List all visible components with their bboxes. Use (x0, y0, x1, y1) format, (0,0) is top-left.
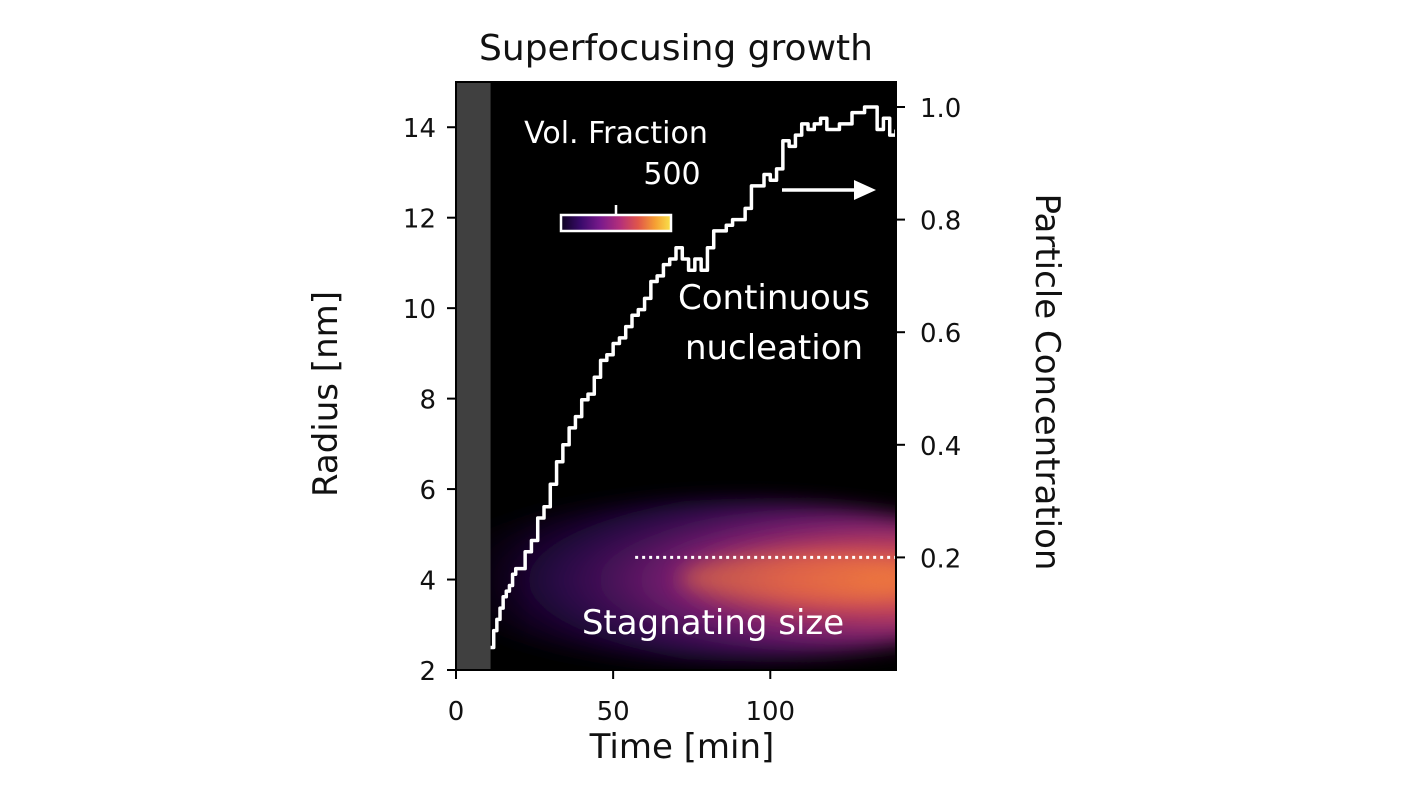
y-axis-right: 0.2 0.4 0.6 0.8 1.0 (896, 94, 961, 574)
concentration-line (490, 105, 898, 650)
y-left-tick-label: 10 (403, 295, 436, 325)
x-tick-label: 100 (745, 697, 795, 727)
y-right-tick-label: 1.0 (920, 94, 961, 124)
y-right-tick-label: 0.2 (920, 544, 961, 574)
chart-title: Superfocusing growth (479, 28, 873, 69)
y-left-tick-label: 8 (419, 386, 436, 416)
no-data-region (456, 82, 491, 670)
y-left-tick-label: 2 (419, 657, 436, 687)
x-tick-label: 50 (597, 697, 630, 727)
annotation-stagnating: Stagnating size (582, 603, 844, 643)
right-arrow (782, 180, 876, 200)
colorbar: Vol. Fraction 500 (524, 116, 708, 233)
y-axis-left: 2 4 6 8 10 12 14 (403, 114, 456, 687)
x-tick-label: 0 (448, 697, 465, 727)
y-left-tick-label: 4 (419, 567, 436, 597)
colorbar-bar (559, 213, 673, 233)
y-left-tick-label: 6 (419, 476, 436, 506)
y-right-tick-label: 0.8 (920, 207, 961, 237)
annotation-nucleation: nucleation (685, 328, 863, 368)
annotation-continuous: Continuous (678, 278, 870, 318)
x-axis: 0 50 100 (448, 670, 795, 727)
x-axis-title: Time [min] (589, 727, 775, 767)
y-right-tick-label: 0.4 (920, 432, 961, 462)
colorbar-label: Vol. Fraction (524, 116, 708, 151)
y-axis-right-title: Particle Concentration (1027, 194, 1067, 571)
heatmap-layer (456, 470, 896, 670)
y-left-tick-label: 14 (403, 114, 436, 144)
y-left-tick-label: 12 (403, 205, 436, 235)
y-axis-left-title: Radius [nm] (306, 291, 346, 497)
y-right-tick-label: 0.6 (920, 319, 961, 349)
heatmap-fade (456, 470, 756, 670)
plot-frame (455, 81, 897, 671)
colorbar-tick-label: 500 (643, 157, 700, 192)
